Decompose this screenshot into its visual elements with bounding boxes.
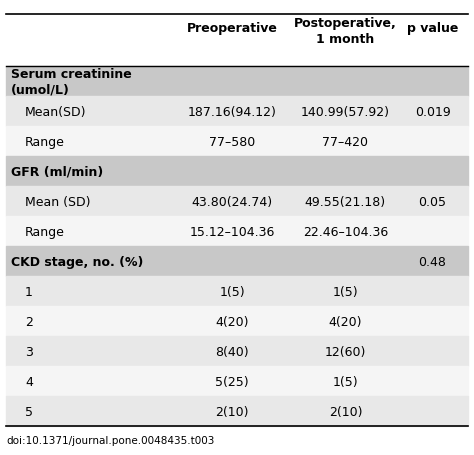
Text: 4(20): 4(20): [216, 315, 249, 328]
Bar: [6, 15, 468, 67]
Bar: [6, 187, 468, 217]
Bar: [6, 396, 468, 426]
Text: 0.019: 0.019: [415, 106, 450, 118]
Text: CKD stage, no. (%): CKD stage, no. (%): [11, 255, 143, 268]
Bar: [6, 247, 468, 277]
Text: Postoperative,
1 month: Postoperative, 1 month: [294, 17, 397, 46]
Text: 5: 5: [25, 405, 33, 418]
Text: 15.12–104.36: 15.12–104.36: [190, 225, 275, 238]
Text: GFR (ml/min): GFR (ml/min): [11, 165, 103, 178]
Text: 187.16(94.12): 187.16(94.12): [188, 106, 277, 118]
Text: doi:10.1371/journal.pone.0048435.t003: doi:10.1371/journal.pone.0048435.t003: [6, 435, 214, 445]
Text: 3: 3: [25, 345, 33, 358]
Text: 2(10): 2(10): [216, 405, 249, 418]
Text: Mean(SD): Mean(SD): [25, 106, 86, 118]
Text: 1(5): 1(5): [333, 285, 358, 298]
Bar: [6, 337, 468, 367]
Bar: [6, 217, 468, 247]
Text: 4: 4: [25, 375, 33, 388]
Text: Preoperative: Preoperative: [187, 22, 278, 35]
Bar: [6, 367, 468, 396]
Text: 1(5): 1(5): [219, 285, 245, 298]
Bar: [6, 97, 468, 127]
Text: 2(10): 2(10): [328, 405, 362, 418]
Text: 22.46–104.36: 22.46–104.36: [303, 225, 388, 238]
Bar: [6, 127, 468, 157]
Text: 2: 2: [25, 315, 33, 328]
Bar: [6, 277, 468, 307]
Text: 1(5): 1(5): [333, 375, 358, 388]
Text: 4(20): 4(20): [328, 315, 362, 328]
Text: 1: 1: [25, 285, 33, 298]
Text: Serum creatinine
(umol/L): Serum creatinine (umol/L): [11, 68, 132, 96]
Text: 77–420: 77–420: [322, 136, 368, 148]
Text: 140.99(57.92): 140.99(57.92): [301, 106, 390, 118]
Text: 5(25): 5(25): [216, 375, 249, 388]
Text: Range: Range: [25, 136, 65, 148]
Text: 77–580: 77–580: [209, 136, 255, 148]
Bar: [6, 67, 468, 97]
Bar: [6, 157, 468, 187]
Text: 0.48: 0.48: [419, 255, 447, 268]
Text: Range: Range: [25, 225, 65, 238]
Text: 43.80(24.74): 43.80(24.74): [191, 195, 273, 208]
Text: 8(40): 8(40): [216, 345, 249, 358]
Text: 0.05: 0.05: [419, 195, 447, 208]
Text: Mean (SD): Mean (SD): [25, 195, 91, 208]
Bar: [6, 307, 468, 337]
Text: 49.55(21.18): 49.55(21.18): [305, 195, 386, 208]
Text: 12(60): 12(60): [325, 345, 366, 358]
Text: p value: p value: [407, 22, 458, 35]
